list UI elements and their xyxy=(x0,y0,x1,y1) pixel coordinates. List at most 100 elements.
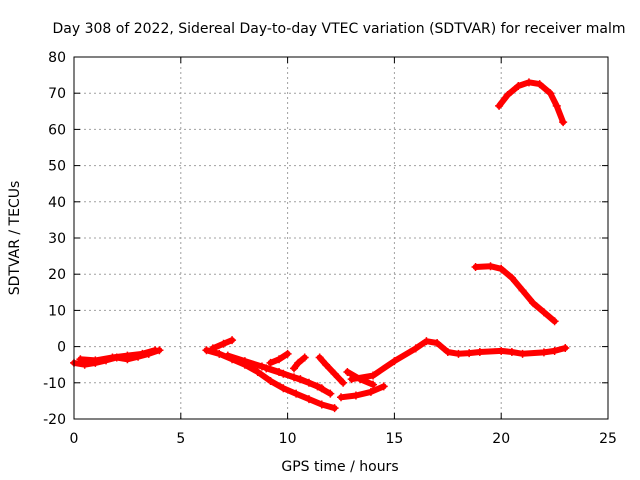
data-point xyxy=(465,349,474,358)
data-point xyxy=(539,308,548,317)
data-point xyxy=(535,80,544,89)
data-point xyxy=(454,349,463,358)
series-trace xyxy=(348,338,569,383)
data-point xyxy=(296,375,305,384)
data-point xyxy=(240,357,249,366)
data-point xyxy=(339,378,348,387)
y-tick-label: 30 xyxy=(48,231,66,247)
series-arc-4 xyxy=(208,336,237,353)
data-point xyxy=(223,351,232,360)
data-point xyxy=(202,346,211,355)
data-point xyxy=(497,264,506,273)
data-point xyxy=(390,357,399,366)
series-arc-8 xyxy=(290,353,309,373)
data-point xyxy=(559,118,568,127)
data-point xyxy=(546,89,555,98)
data-point xyxy=(347,375,356,384)
x-tick-label: 10 xyxy=(279,431,297,447)
data-point xyxy=(138,349,147,358)
data-point xyxy=(91,356,100,365)
x-tick-label: 20 xyxy=(492,431,510,447)
data-point xyxy=(304,395,313,404)
data-point xyxy=(518,286,527,295)
data-point xyxy=(322,360,331,369)
x-tick-label: 15 xyxy=(385,431,403,447)
data-point xyxy=(379,382,388,391)
y-tick-label: -20 xyxy=(43,412,66,428)
data-point xyxy=(279,369,288,378)
data-point xyxy=(369,380,378,389)
data-point xyxy=(422,337,431,346)
data-point xyxy=(475,348,484,357)
data-point xyxy=(529,299,538,308)
data-point xyxy=(228,336,237,345)
series-arc-7 xyxy=(266,349,292,367)
data-point xyxy=(433,338,442,347)
y-tick-label: 40 xyxy=(48,195,66,211)
data-point xyxy=(337,393,345,402)
y-tick-label: 10 xyxy=(48,303,66,319)
y-tick-label: 70 xyxy=(48,86,66,102)
series-arc-13 xyxy=(471,262,559,326)
x-tick-label: 5 xyxy=(176,431,185,447)
x-axis-title: GPS time / hours xyxy=(281,459,398,475)
y-tick-label: 50 xyxy=(48,159,66,175)
series-arc-6 xyxy=(262,364,335,398)
data-point xyxy=(524,78,533,87)
data-point xyxy=(507,273,516,282)
data-point xyxy=(76,355,85,364)
data-point xyxy=(208,344,217,353)
series-trace xyxy=(496,79,567,126)
data-point xyxy=(290,364,299,373)
data-point xyxy=(497,346,506,355)
data-point xyxy=(495,101,504,110)
data-point xyxy=(275,355,284,364)
data-point xyxy=(503,91,512,100)
data-point xyxy=(514,81,523,90)
x-tick-label: 25 xyxy=(599,431,617,447)
data-point xyxy=(108,353,117,362)
y-tick-label: -10 xyxy=(43,376,66,392)
series-arc-14 xyxy=(495,78,568,127)
data-point xyxy=(507,348,516,357)
chart-title: Day 308 of 2022, Sidereal Day-to-day VTE… xyxy=(53,21,626,37)
data-point xyxy=(151,346,160,355)
data-point xyxy=(550,317,559,326)
data-point xyxy=(279,384,288,393)
data-point xyxy=(486,262,495,271)
data-point xyxy=(518,349,527,358)
data-point xyxy=(266,358,275,367)
data-point xyxy=(366,387,375,396)
data-point xyxy=(326,389,335,398)
data-point xyxy=(123,351,132,360)
data-point xyxy=(411,344,420,353)
data-point xyxy=(262,364,271,373)
data-point xyxy=(292,389,301,398)
x-tick-label: 0 xyxy=(70,431,79,447)
data-point xyxy=(315,353,324,362)
y-tick-label: 0 xyxy=(57,340,66,356)
data-point xyxy=(561,344,570,353)
data-point xyxy=(330,404,339,413)
data-point xyxy=(283,349,292,358)
series-trace xyxy=(338,383,387,401)
data-point xyxy=(253,367,262,376)
series-arc-9 xyxy=(315,353,348,387)
data-point xyxy=(266,376,275,385)
data-point xyxy=(300,353,309,362)
data-point xyxy=(343,367,352,376)
data-point xyxy=(313,382,322,391)
axes: 0 5 10 15 20 25 -20 -10 0 10 20 30 40 50 60 70 80 xyxy=(43,50,617,447)
series-arc-12 xyxy=(347,337,570,384)
data-point xyxy=(351,391,360,400)
y-tick-label: 80 xyxy=(48,50,66,66)
data-point xyxy=(539,348,548,357)
y-tick-label: 20 xyxy=(48,267,66,283)
series-arc-2 xyxy=(76,346,160,365)
series-trace xyxy=(316,354,347,386)
y-tick-label: 60 xyxy=(48,122,66,138)
data-point xyxy=(471,262,480,271)
data-point xyxy=(443,348,452,357)
